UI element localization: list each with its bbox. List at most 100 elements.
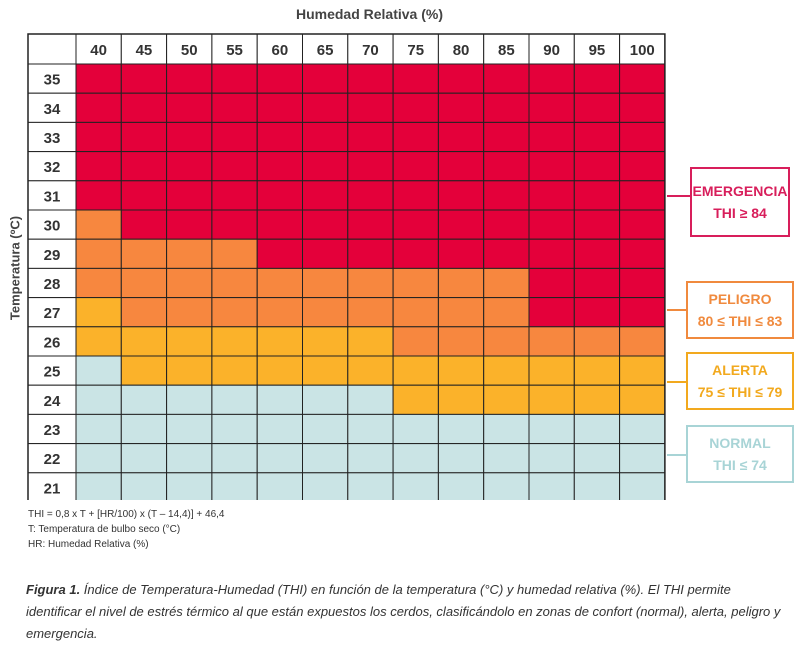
y-header-cell xyxy=(27,63,77,94)
cell-t24-hr75 xyxy=(392,384,439,415)
cell-t31-hr90 xyxy=(528,180,575,211)
formula-hr-definition: HR: Humedad Relativa (%) xyxy=(28,539,149,550)
y-header-cell xyxy=(27,92,77,123)
cell-t34-hr50 xyxy=(166,92,213,123)
y-tick-label: 29 xyxy=(44,247,61,264)
cell-t21-hr85 xyxy=(483,472,530,500)
cell-t32-hr55 xyxy=(211,151,258,182)
x-header-cell xyxy=(437,33,485,65)
cell-t23-hr65 xyxy=(302,413,349,445)
cell-t26-hr55 xyxy=(211,326,258,357)
cell-t30-hr60 xyxy=(256,209,304,240)
cell-t29-hr70 xyxy=(347,238,394,269)
cell-t28-hr85 xyxy=(483,267,530,299)
cell-t32-hr70 xyxy=(347,151,394,182)
cell-t28-hr45 xyxy=(120,267,168,299)
x-tick-label: 60 xyxy=(272,42,289,59)
cell-t31-hr50 xyxy=(166,180,213,211)
cell-t32-hr45 xyxy=(120,151,168,182)
cell-t24-hr70 xyxy=(347,384,394,415)
cell-t22-hr80 xyxy=(437,443,485,474)
cell-t28-hr80 xyxy=(437,267,485,299)
cell-t32-hr60 xyxy=(256,151,304,182)
x-tick-label: 75 xyxy=(407,42,424,59)
cell-t29-hr65 xyxy=(302,238,349,269)
cell-t29-hr100 xyxy=(619,238,666,269)
cell-t26-hr65 xyxy=(302,326,349,357)
cell-t33-hr60 xyxy=(256,121,304,153)
cell-t24-hr85 xyxy=(483,384,530,415)
cell-t31-hr65 xyxy=(302,180,349,211)
cell-t27-hr90 xyxy=(528,297,575,328)
cell-t30-hr95 xyxy=(573,209,621,240)
cell-t23-hr70 xyxy=(347,413,394,445)
cell-t24-hr50 xyxy=(166,384,213,415)
cell-t22-hr65 xyxy=(302,443,349,474)
x-tick-label: 100 xyxy=(630,42,655,59)
cell-t27-hr100 xyxy=(619,297,666,328)
cell-t32-hr75 xyxy=(392,151,439,182)
cell-t34-hr95 xyxy=(573,92,621,123)
cell-t23-hr90 xyxy=(528,413,575,445)
y-tick-label: 34 xyxy=(44,101,61,118)
cell-t22-hr95 xyxy=(573,443,621,474)
x-header-cell xyxy=(573,33,621,65)
cell-t27-hr80 xyxy=(437,297,485,328)
cell-t31-hr75 xyxy=(392,180,439,211)
cell-t30-hr80 xyxy=(437,209,485,240)
cell-t34-hr70 xyxy=(347,92,394,123)
y-tick-label: 32 xyxy=(44,159,61,176)
cell-t30-hr50 xyxy=(166,209,213,240)
cell-t22-hr45 xyxy=(120,443,168,474)
cell-t26-hr70 xyxy=(347,326,394,357)
cell-t30-hr45 xyxy=(120,209,168,240)
cell-t26-hr60 xyxy=(256,326,304,357)
formula-t-definition: T: Temperatura de bulbo seco (°C) xyxy=(28,524,181,535)
cell-t29-hr55 xyxy=(211,238,258,269)
cell-t35-hr85 xyxy=(483,63,530,94)
cell-t29-hr40 xyxy=(75,238,122,269)
cell-t25-hr50 xyxy=(166,355,213,386)
y-header-cell xyxy=(27,151,77,182)
cell-t27-hr55 xyxy=(211,297,258,328)
cell-t26-hr40 xyxy=(75,326,122,357)
cell-t27-hr70 xyxy=(347,297,394,328)
y-header-cell xyxy=(27,443,77,474)
cell-t28-hr55 xyxy=(211,267,258,299)
cell-t31-hr70 xyxy=(347,180,394,211)
cell-t33-hr40 xyxy=(75,121,122,153)
cell-t26-hr85 xyxy=(483,326,530,357)
y-header-cell xyxy=(27,180,77,211)
y-header-cell xyxy=(27,209,77,240)
cell-t30-hr55 xyxy=(211,209,258,240)
cell-t25-hr75 xyxy=(392,355,439,386)
cell-t22-hr75 xyxy=(392,443,439,474)
x-header-cell xyxy=(392,33,439,65)
cell-t21-hr95 xyxy=(573,472,621,500)
y-tick-label: 31 xyxy=(44,188,61,205)
cell-t28-hr70 xyxy=(347,267,394,299)
cell-t24-hr60 xyxy=(256,384,304,415)
cell-t25-hr95 xyxy=(573,355,621,386)
cell-t24-hr65 xyxy=(302,384,349,415)
cell-t29-hr60 xyxy=(256,238,304,269)
cell-t33-hr90 xyxy=(528,121,575,153)
cell-t27-hr85 xyxy=(483,297,530,328)
x-tick-label: 40 xyxy=(90,42,107,59)
y-header-cell xyxy=(27,121,77,153)
cell-t32-hr90 xyxy=(528,151,575,182)
caption-label: Figura 1. xyxy=(26,582,81,597)
cell-t34-hr80 xyxy=(437,92,485,123)
cell-t21-hr60 xyxy=(256,472,304,500)
cell-t26-hr95 xyxy=(573,326,621,357)
cell-t28-hr75 xyxy=(392,267,439,299)
y-header-cell xyxy=(27,238,77,269)
cell-t25-hr65 xyxy=(302,355,349,386)
cell-t28-hr100 xyxy=(619,267,666,299)
cell-t25-hr90 xyxy=(528,355,575,386)
cell-t27-hr45 xyxy=(120,297,168,328)
cell-t25-hr40 xyxy=(75,355,122,386)
legend-alerta: ALERTA 75 ≤ THI ≤ 79 xyxy=(686,352,794,410)
cell-t24-hr40 xyxy=(75,384,122,415)
legend-emergencia-name: EMERGENCIA xyxy=(692,183,788,199)
